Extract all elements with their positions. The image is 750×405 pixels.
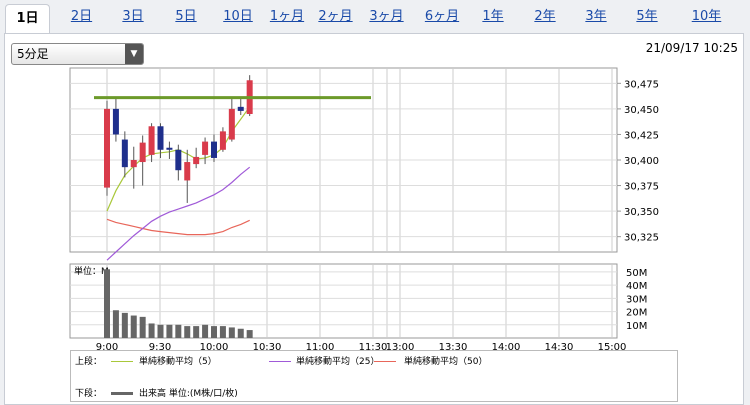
tab-4[interactable]: 5日 (175, 9, 197, 24)
tab-14[interactable]: 10年 (691, 9, 722, 24)
timestamp: 21/09/17 10:25 (645, 41, 738, 55)
candle (139, 142, 146, 163)
ma50-line (106, 218, 250, 236)
x-tick-label: 10:30 (253, 342, 282, 353)
volume-bar (193, 326, 200, 338)
x-tick-label: 14:30 (545, 342, 574, 353)
candle (148, 126, 155, 155)
x-tick-label: 9:30 (149, 342, 171, 353)
ma25-line (106, 166, 251, 261)
candle (237, 106, 244, 111)
x-tick-label: 9:00 (96, 342, 118, 353)
candle (104, 108, 110, 188)
candle (219, 131, 226, 150)
candle (211, 141, 217, 158)
price-tick-label: 30,325 (624, 233, 659, 244)
candle (228, 108, 235, 140)
price-tick-label: 30,475 (624, 79, 659, 90)
period-tabs: 1日 2日 3日 5日 10日 1ヶ月 2ヶ月 3ヶ月 6ヶ月 1年 2年 3年 5年 10年 (0, 0, 750, 35)
price-tick-label: 30,350 (624, 207, 659, 218)
interval-select[interactable]: 5分足 ▼ (11, 43, 144, 65)
candle (193, 156, 200, 165)
chart-legend: 上段： 単純移動平均（5） 単純移動平均（25） 単純移動平均（50） 下段： … (70, 350, 678, 402)
volume-bar (104, 269, 110, 338)
tab-6[interactable]: 1ヶ月 (269, 9, 305, 24)
tab-13[interactable]: 5年 (636, 9, 658, 24)
legend-lower-label: 下段： (75, 389, 103, 399)
volume-tick-label: 10M (626, 321, 647, 332)
x-tick-label: 13:00 (386, 342, 415, 353)
volume-bar (175, 324, 182, 338)
volume-bar (121, 312, 128, 338)
candle (175, 149, 182, 171)
candle (166, 147, 173, 150)
candle (121, 139, 128, 168)
volume-tick-label: 50M (626, 268, 647, 279)
price-tick-label: 30,450 (624, 105, 659, 116)
tab-9[interactable]: 6ヶ月 (424, 9, 460, 24)
candle (202, 141, 209, 155)
tab-7[interactable]: 2ヶ月 (318, 9, 353, 24)
price-tick-label: 30,400 (624, 156, 659, 167)
tab-2[interactable]: 2日 (70, 9, 93, 24)
volume-tick-label: 40M (626, 281, 647, 292)
volume-bar (184, 326, 191, 338)
candle (112, 108, 119, 135)
x-tick-label: 11:00 (306, 342, 335, 353)
volume-bar (112, 310, 119, 338)
x-tick-label: 13:30 (439, 342, 468, 353)
volume-bar (219, 326, 226, 338)
volume-tick-label: 20M (626, 308, 647, 319)
volume-bar (228, 327, 235, 338)
tab-1[interactable]: 1日 (5, 4, 50, 35)
tab-5[interactable]: 10日 (223, 9, 253, 24)
x-tick-label: 15:00 (598, 342, 627, 353)
volume-unit-label: 単位：M (74, 265, 109, 277)
legend-ma5-swatch (111, 361, 133, 362)
volume-bar (148, 323, 155, 338)
x-tick-label: 11:30 (359, 342, 388, 353)
candle (184, 162, 191, 181)
volume-bar (139, 316, 146, 338)
interval-select-value: 5分足 (17, 47, 49, 61)
legend-volume-label: 出来高 単位:(M株/口/枚) (139, 389, 238, 399)
volume-tick-label: 30M (626, 294, 647, 305)
tab-3[interactable]: 3日 (122, 9, 144, 24)
x-tick-label: 10:00 (200, 342, 229, 353)
tab-10[interactable]: 1年 (482, 9, 504, 24)
price-tick-label: 30,425 (624, 130, 659, 141)
tab-11[interactable]: 2年 (534, 9, 556, 24)
legend-ma50-label: 単純移動平均（50） (404, 357, 488, 367)
candle (157, 126, 164, 150)
tab-8[interactable]: 3ヶ月 (369, 9, 404, 24)
price-tick-label: 30,375 (624, 182, 659, 193)
chevron-down-icon: ▼ (125, 44, 143, 64)
volume-bar (130, 315, 137, 338)
legend-upper-label: 上段： (75, 357, 103, 367)
volume-bar (157, 324, 164, 338)
volume-bar (202, 324, 209, 338)
volume-bar (237, 328, 244, 338)
volume-bar (211, 326, 217, 338)
legend-ma50-swatch (374, 361, 396, 362)
volume-bar (166, 324, 173, 338)
x-tick-label: 14:00 (492, 342, 521, 353)
legend-ma25-swatch (269, 361, 291, 362)
legend-ma25-label: 単純移動平均（25） (296, 357, 380, 367)
tab-12[interactable]: 3年 (585, 9, 607, 24)
legend-volume-swatch (111, 392, 133, 395)
candle (130, 160, 137, 168)
legend-ma5-label: 単純移動平均（5） (139, 357, 217, 367)
volume-bar (246, 330, 253, 338)
